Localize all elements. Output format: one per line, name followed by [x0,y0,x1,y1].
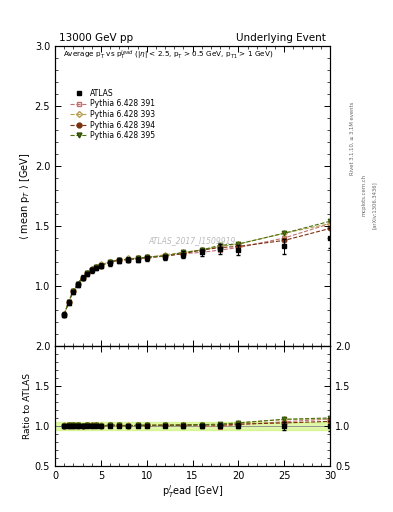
Text: Rivet 3.1.10, ≥ 3.1M events: Rivet 3.1.10, ≥ 3.1M events [350,101,355,175]
Legend: ATLAS, Pythia 6.428 391, Pythia 6.428 393, Pythia 6.428 394, Pythia 6.428 395: ATLAS, Pythia 6.428 391, Pythia 6.428 39… [67,86,158,143]
Text: ATLAS_2017_I1509919: ATLAS_2017_I1509919 [149,237,236,246]
Text: Average p$_{T}$ vs p$_{T}^{lead}$ ($|\eta|$ < 2.5, p$_{T}$ > 0.5 GeV, p$_{T1}$ >: Average p$_{T}$ vs p$_{T}^{lead}$ ($|\et… [63,49,274,62]
Text: Underlying Event: Underlying Event [236,33,326,44]
Text: mcplots.cern.ch: mcplots.cern.ch [362,174,367,216]
Y-axis label: $\langle$ mean p$_{T}$ $\rangle$ [GeV]: $\langle$ mean p$_{T}$ $\rangle$ [GeV] [18,152,32,240]
X-axis label: p$_{T}^{l}$ead [GeV]: p$_{T}^{l}$ead [GeV] [162,483,223,500]
Text: [arXiv:1306.3436]: [arXiv:1306.3436] [371,181,376,229]
Text: 13000 GeV pp: 13000 GeV pp [59,33,133,44]
Y-axis label: Ratio to ATLAS: Ratio to ATLAS [23,373,32,439]
